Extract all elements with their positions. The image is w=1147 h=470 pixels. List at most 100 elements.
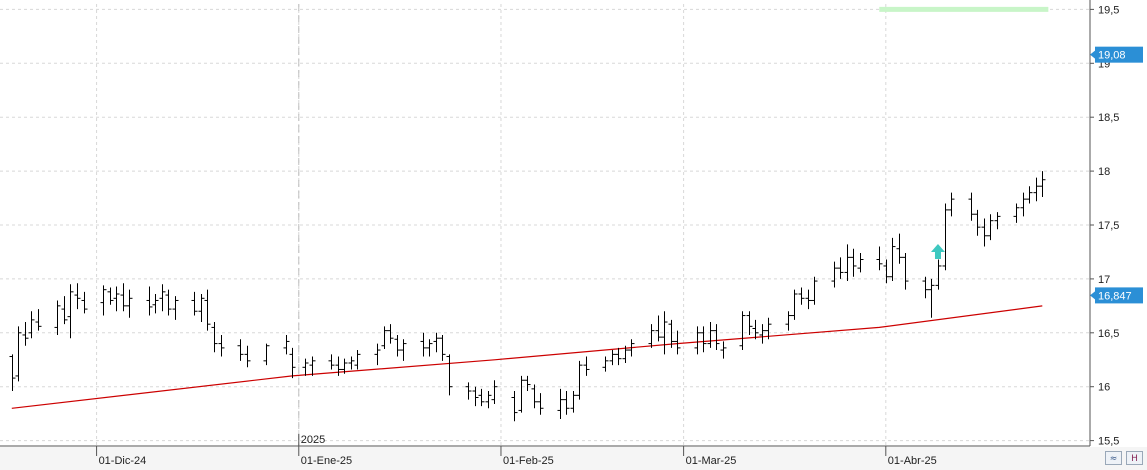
ohlc-bar [850,248,857,277]
ohlc-bar [844,244,851,282]
ohlc-bar [426,339,433,357]
ohlc-bar [67,284,74,339]
ohlc-bar [928,278,935,318]
x-tick-label: 01-Feb-25 [503,455,554,467]
ohlc-bar [622,345,629,363]
y-tick-label: 18,5 [1098,112,1119,124]
ohlc-bar [387,324,394,344]
y-tick-label: 19,5 [1098,4,1119,16]
ohlc-bar [765,317,772,340]
ohlc-bar [896,233,903,264]
ohlc-bar [289,347,296,379]
zoom-button[interactable]: ≈ [1105,451,1122,465]
ohlc-bar [707,322,714,348]
ohlc-bar [674,330,681,355]
last-price-label-box [1095,46,1143,63]
ohlc-bar [511,391,518,422]
x-tick-label: 01-Ene-25 [301,455,352,467]
ohlc-bar [628,339,635,357]
x-tick-label: 01-Mar-25 [686,455,737,467]
y-tick-label: 17 [1098,274,1110,286]
ohlc-bar [720,341,727,359]
export-button[interactable]: H [1126,451,1143,465]
ohlc-bar [35,309,42,331]
ohlc-bar [752,319,759,340]
ohlc-bar [994,212,1001,230]
ohlc-bar [922,276,929,299]
ohlc-bar [537,393,544,415]
ohlc-bar [218,334,225,357]
ohlc-bar [348,356,355,370]
year-label: 2025 [301,434,325,446]
ohlc-bar [948,192,955,217]
ohlc-bar [876,246,883,271]
ohlc-bar [902,253,909,290]
ohlc-bar [583,356,590,376]
ohlc-bar [237,339,244,361]
last-price-label-pointer [1090,50,1095,59]
ohlc-bar [126,289,133,318]
y-tick-label: 16 [1098,382,1110,394]
ohlc-bar [700,326,707,353]
ohlc-bar [1033,177,1040,202]
up-arrow-icon [930,243,945,259]
ohlc-bar [54,300,61,335]
ohlc-bar [694,326,701,355]
ohlc-bar [1020,192,1027,217]
ohlc-bar [987,214,994,241]
ohlc-bar [146,286,153,316]
ohlc-bar [1026,186,1033,204]
ohlc-bar [113,286,120,312]
ohlc-bar [798,287,805,305]
ohlc-bar [9,354,16,392]
ohlc-bar [283,334,290,355]
ohlc-bar [609,350,616,366]
ohlc-bar [165,289,172,316]
ohlc-bar [15,326,22,382]
x-tick-label: 01-Abr-25 [888,455,937,467]
ohlc-bar [883,259,890,284]
ohlc-bar [159,284,166,312]
ohlc-bar [374,343,381,366]
moving-average-line [11,305,1043,409]
ohlc-bar [935,259,942,290]
ohlc-bar [22,322,29,346]
y-tick-label: 15,5 [1098,436,1119,448]
ohlc-bar [785,311,792,331]
ohlc-bar [381,326,388,349]
ohlc-bar [439,334,446,361]
ohlc-bar [942,203,949,271]
y-tick-label: 17,5 [1098,220,1119,232]
ohlc-bar [805,289,812,310]
ohlc-bar [465,382,472,400]
ohlc-bar [857,253,864,273]
y-tick-label: 18 [1098,166,1110,178]
ohlc-bar [570,391,577,413]
ohlc-bar [668,319,675,348]
ohlc-bar [1039,171,1046,197]
ohlc-bar [400,339,407,361]
ohlc-bar [61,296,68,325]
ohlc-bar [446,354,453,396]
ohlc-bar [576,360,583,400]
ohlc-bar [648,324,655,348]
ohlc-bar [107,287,114,305]
ohlc-bar [335,356,342,376]
price-bars-layer [9,171,1046,422]
x-axis-band [0,447,1147,470]
ohlc-bar [74,283,81,310]
ohlc-bar [485,391,492,409]
ohlc-bar [28,311,35,339]
ohlc-bar [791,289,798,320]
y-tick-label: 16,5 [1098,328,1119,340]
ohlc-bar [309,356,316,376]
ohlc-bar [263,343,270,366]
moving-average-layer [11,305,1043,409]
ohlc-bar [557,388,564,420]
ohlc-bar [974,209,981,236]
ohlc-bar [518,375,525,413]
ohlc-bar [152,293,159,314]
ohlc-bar [302,358,309,376]
ohlc-bar [341,358,348,374]
